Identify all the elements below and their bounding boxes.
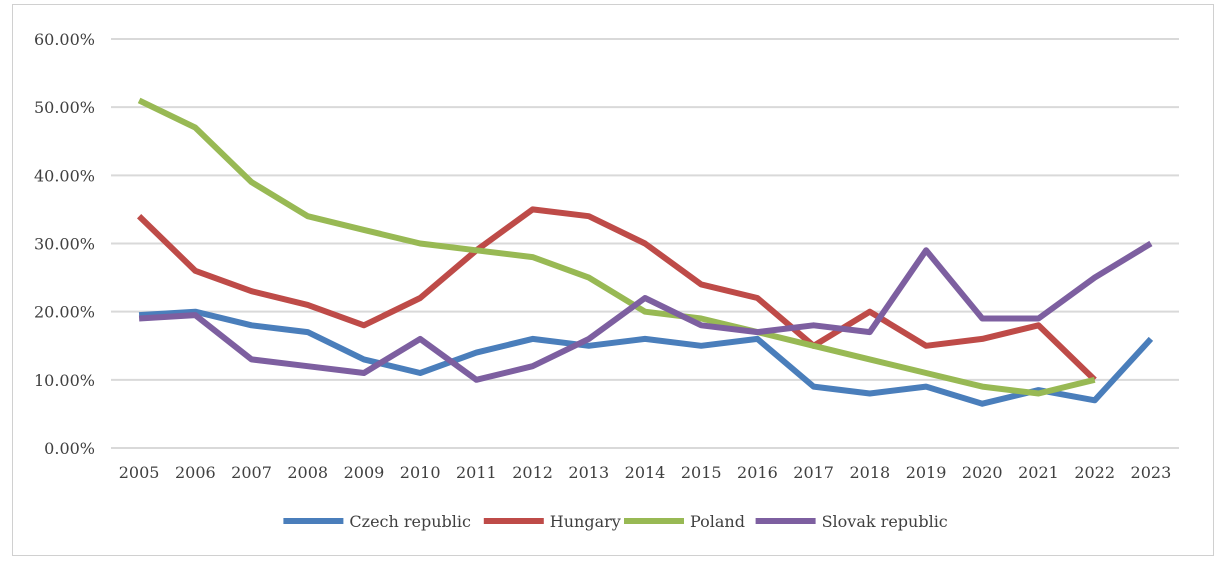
line-chart: 0.00% 10.00% 20.00% 30.00% 40.00% 50.00% 60.00… [34,30,1179,531]
x-tick-label: 2015 [681,463,722,482]
series-line-slovak-republic [138,240,1153,383]
legend-item-slovak-republic: Slovak republic [755,512,948,531]
x-tick-label: 2023 [1131,463,1172,482]
series-line-czech-republic [138,308,1154,407]
series-line-poland [137,97,1096,397]
legend: Czech republic Hungary Poland Slovak republ… [283,512,948,531]
y-tick-label: 50.00% [34,98,95,117]
legend-label: Poland [690,512,745,531]
x-tick-label: 2012 [512,463,553,482]
y-tick-label: 30.00% [34,235,95,254]
x-tick-label: 2016 [737,463,778,482]
y-tick-label: 40.00% [34,166,95,185]
legend-item-poland: Poland [624,512,745,531]
y-tick-label: 60.00% [34,30,95,49]
series-line-hungary [137,206,1097,382]
x-tick-label: 2013 [568,463,609,482]
x-tick-label: 2017 [793,463,834,482]
x-tick-label: 2011 [456,463,497,482]
series-lines [137,97,1154,407]
legend-label: Hungary [550,512,621,531]
legend-item-hungary: Hungary [483,512,621,531]
x-tick-label: 2014 [625,463,666,482]
legend-item-czech-republic: Czech republic [283,512,471,531]
x-tick-label: 2007 [231,463,272,482]
x-tick-label: 2005 [119,463,160,482]
y-tick-label: 10.00% [34,371,95,390]
x-tick-label: 2021 [1018,463,1059,482]
x-tick-label: 2010 [400,463,441,482]
y-axis-tick-labels: 0.00% 10.00% 20.00% 30.00% 40.00% 50.00% 60.00… [34,30,95,458]
chart-frame: 0.00% 10.00% 20.00% 30.00% 40.00% 50.00% 60.00… [12,4,1214,556]
x-tick-label: 2019 [906,463,947,482]
x-tick-label: 2020 [962,463,1003,482]
x-tick-label: 2018 [849,463,890,482]
x-axis-tick-labels: 2005 2006 2007 2008 2009 2010 2011 2012 2013 2014… [119,463,1172,482]
legend-label: Czech republic [349,512,471,531]
x-tick-label: 2006 [175,463,216,482]
legend-label: Slovak republic [822,512,948,531]
y-tick-label: 0.00% [44,439,95,458]
x-tick-label: 2009 [344,463,385,482]
y-tick-label: 20.00% [34,303,95,322]
x-tick-label: 2008 [287,463,328,482]
x-tick-label: 2022 [1074,463,1115,482]
